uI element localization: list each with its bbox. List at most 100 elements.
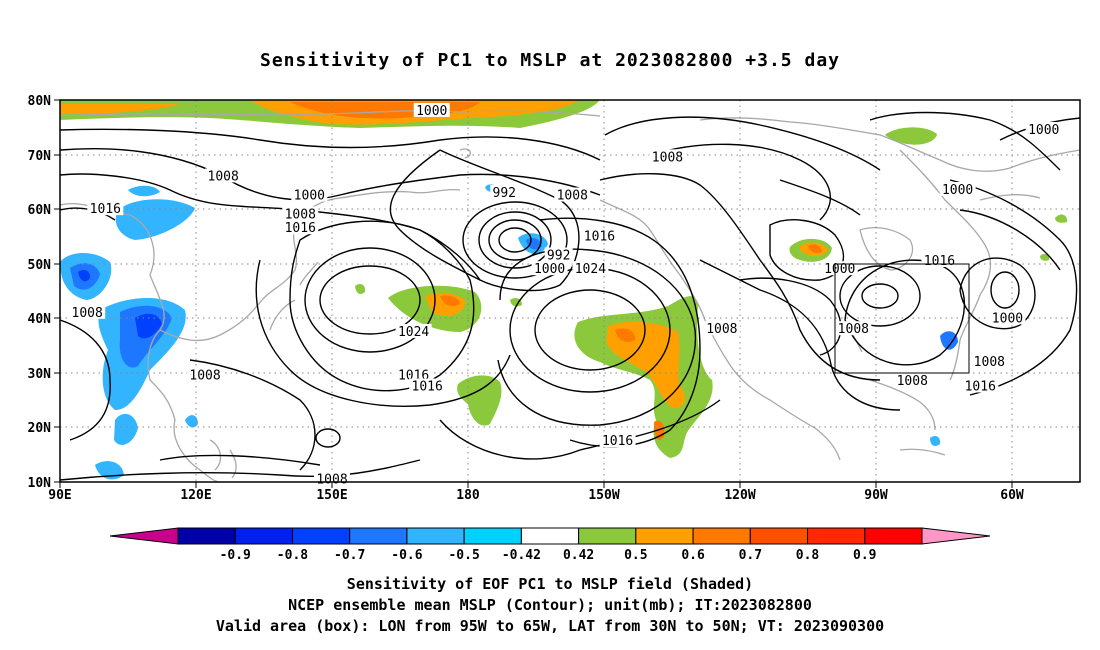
colorbar: -0.9 -0.8 -0.7 -0.6 -0.5 -0.42 0.42 0.5 0.6 0.7 0.… bbox=[109, 527, 991, 563]
contour-label-bg bbox=[581, 228, 618, 243]
contour-label-bg bbox=[87, 201, 124, 216]
coastlines bbox=[60, 110, 1080, 482]
contour-label-bg bbox=[69, 304, 106, 319]
contour-label-bg bbox=[531, 261, 568, 276]
lon-label: 90E bbox=[48, 488, 71, 503]
contour-label: 1008 bbox=[974, 355, 1005, 370]
longitude-labels: 90E 120E 150E 180 150W 120W 90W 60W bbox=[48, 488, 1024, 503]
contour-label: 1008 bbox=[838, 322, 869, 337]
colorbar-swatch bbox=[635, 527, 694, 545]
contour-label-bg bbox=[835, 321, 872, 336]
colorbar-swatch bbox=[807, 527, 866, 545]
contour-label: 1008 bbox=[557, 189, 588, 204]
axis-ticks bbox=[54, 99, 1013, 488]
colorbar-label: -0.9 bbox=[220, 548, 251, 563]
contour-label: 1016 bbox=[602, 434, 633, 449]
valid-area-box bbox=[834, 263, 970, 374]
contour-label-bg bbox=[939, 182, 976, 197]
latitude-labels: 80N 70N 60N 50N 40N 30N 20N 10N bbox=[28, 94, 52, 491]
contour-label: 1016 bbox=[965, 380, 996, 395]
contour-label-bg bbox=[599, 433, 636, 448]
contour-label-bg bbox=[649, 149, 686, 164]
contour-label: 1008 bbox=[652, 150, 683, 165]
colorbar-label: 0.9 bbox=[853, 548, 876, 563]
contour-label: 992 bbox=[547, 249, 570, 264]
lon-label: 150E bbox=[316, 488, 347, 503]
contour-label: 1008 bbox=[285, 208, 316, 223]
lat-label: 70N bbox=[28, 149, 52, 164]
colorbar-label: -0.7 bbox=[334, 548, 365, 563]
contour-label-bg bbox=[395, 323, 432, 338]
colorbar-label: 0.6 bbox=[681, 548, 705, 563]
contour-label: 1000 bbox=[534, 262, 565, 277]
contour-label: 1016 bbox=[924, 254, 955, 269]
colorbar-swatch bbox=[291, 527, 351, 545]
contour-label: 1008 bbox=[189, 369, 220, 384]
colorbar-label: 0.42 bbox=[563, 548, 594, 563]
contour-label-bg bbox=[821, 261, 858, 276]
lat-label: 60N bbox=[28, 203, 52, 218]
contour-label: 1000 bbox=[1028, 123, 1059, 138]
contour-label: 1000 bbox=[416, 104, 447, 119]
contour-label-bg bbox=[409, 378, 446, 393]
contour-label-bg bbox=[554, 187, 591, 202]
colorbar-swatch bbox=[749, 527, 809, 545]
lat-label: 50N bbox=[28, 258, 52, 273]
map-frame bbox=[59, 99, 1081, 483]
contour-label-bg bbox=[187, 367, 224, 382]
contour-label: 1016 bbox=[285, 221, 316, 236]
contour-label-bg bbox=[205, 168, 242, 183]
lat-label: 30N bbox=[28, 367, 52, 382]
graticule bbox=[60, 100, 1080, 482]
contour-label-bg bbox=[282, 206, 319, 221]
contour-label: 1016 bbox=[584, 229, 615, 244]
lon-label: 60W bbox=[1000, 488, 1024, 503]
contour-label-bg bbox=[291, 187, 328, 202]
contour-label-bg bbox=[971, 353, 1008, 368]
colorbar-label: -0.8 bbox=[277, 548, 308, 563]
caption-line-valid-area: Valid area (box): LON from 95W to 65W, L… bbox=[215, 617, 885, 635]
lat-label: 10N bbox=[28, 476, 52, 491]
colorbar-swatch bbox=[578, 527, 637, 545]
colorbar-swatch bbox=[520, 527, 580, 545]
colorbar-label: 0.8 bbox=[796, 548, 820, 563]
contour-label: 1000 bbox=[992, 311, 1023, 326]
figure-title: Sensitivity of PC1 to MSLP at 2023082800… bbox=[259, 50, 840, 71]
contour-label: 1000 bbox=[824, 262, 855, 277]
colorbar-label: 0.5 bbox=[624, 548, 647, 563]
contour-label-bg bbox=[413, 102, 450, 117]
contour-label: 1008 bbox=[208, 169, 239, 184]
contour-label-bg bbox=[921, 252, 958, 267]
contour-label-bg bbox=[962, 378, 999, 393]
contour-label-bg bbox=[894, 373, 931, 388]
colorbar-swatch bbox=[864, 527, 923, 545]
colorbar-label: 0.7 bbox=[739, 548, 762, 563]
colorbar-label: -0.5 bbox=[448, 548, 479, 563]
colorbar-low-extension bbox=[109, 527, 179, 545]
contour-label: 1016 bbox=[90, 202, 121, 217]
contour-label-bg bbox=[282, 220, 319, 235]
contour-label: 1008 bbox=[706, 322, 737, 337]
colorbar-high-extension bbox=[921, 527, 991, 545]
contour-label: 1024 bbox=[575, 262, 606, 277]
contour-label: 1000 bbox=[942, 183, 973, 198]
colorbar-swatch bbox=[234, 527, 293, 545]
contour-label: 1024 bbox=[398, 325, 429, 340]
caption-line-shaded: Sensitivity of EOF PC1 to MSLP field (Sh… bbox=[346, 575, 754, 593]
contour-label: 1016 bbox=[412, 380, 443, 395]
colorbar-swatch bbox=[177, 527, 236, 545]
mslp-contours bbox=[60, 111, 1080, 481]
contour-label-bg bbox=[1025, 122, 1062, 137]
lon-label: 120E bbox=[180, 488, 211, 503]
colorbar-swatch bbox=[692, 527, 751, 545]
colorbar-swatch bbox=[406, 527, 465, 545]
lon-label: 180 bbox=[456, 488, 480, 503]
lon-label: 90W bbox=[864, 488, 888, 503]
lat-label: 20N bbox=[28, 421, 52, 436]
colorbar-swatch bbox=[463, 527, 522, 545]
lat-label: 40N bbox=[28, 312, 52, 327]
colorbar-label: -0.42 bbox=[502, 548, 541, 563]
contour-label: 1000 bbox=[294, 189, 325, 204]
contour-label-bg bbox=[395, 367, 432, 382]
